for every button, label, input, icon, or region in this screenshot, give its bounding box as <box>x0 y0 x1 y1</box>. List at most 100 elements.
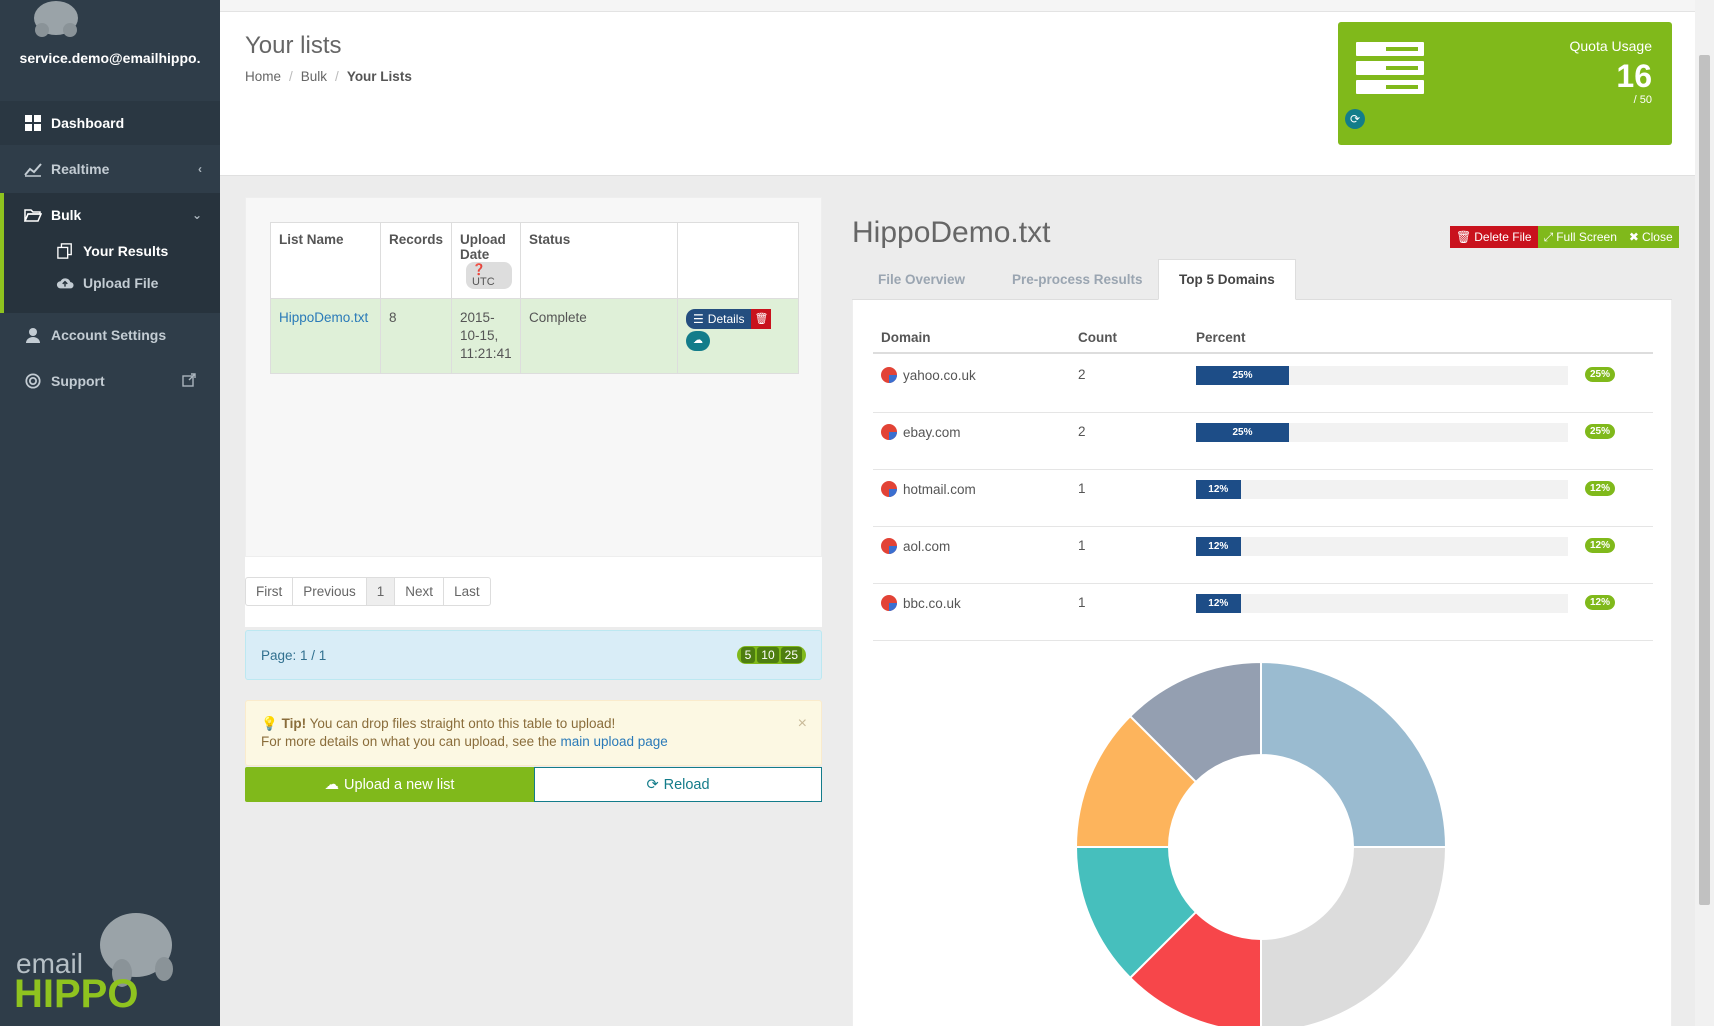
domain-name: ebay.com <box>903 424 961 440</box>
sidebar-item-support[interactable]: Support <box>0 359 220 403</box>
col-records[interactable]: Records <box>379 222 453 299</box>
percent-bar: 12% <box>1196 537 1568 556</box>
percent-badge: 12% <box>1585 595 1616 610</box>
details-button[interactable]: ☰ Details <box>686 309 752 329</box>
col-list-name[interactable]: List Name <box>270 222 381 299</box>
sidebar-item-realtime[interactable]: Realtime ‹ <box>0 147 220 191</box>
tab-file-overview[interactable]: File Overview <box>878 272 966 287</box>
favicon-icon <box>881 424 897 440</box>
trash-icon: 🗑 <box>1456 230 1472 244</box>
page-size-group: 5 10 25 <box>736 646 806 664</box>
tip-text-1: You can drop files straight onto this ta… <box>309 716 616 731</box>
percent-bar-fill: 12% <box>1196 480 1241 499</box>
refresh-icon: ⟳ <box>646 776 659 793</box>
upload-page-link[interactable]: main upload page <box>560 734 668 749</box>
sidebar-item-your-results[interactable]: Your Results <box>56 243 168 259</box>
percent-bar-fill: 25% <box>1196 366 1289 385</box>
col-domain: Domain <box>881 330 931 345</box>
domain-cell: yahoo.co.uk <box>881 367 976 383</box>
table-row: ebay.com 2 25% 25% <box>873 413 1653 470</box>
favicon-icon <box>881 367 897 383</box>
col-actions <box>677 222 799 299</box>
close-file-button[interactable]: ✖ Close <box>1622 226 1679 248</box>
tab-preprocess-results[interactable]: Pre-process Results <box>1012 272 1143 287</box>
sidebar-item-dashboard[interactable]: Dashboard <box>0 101 220 145</box>
dashboard-icon <box>25 115 41 131</box>
emailhippo-logo: email HIPPO <box>14 913 173 1015</box>
percent-bar-fill: 12% <box>1196 537 1241 556</box>
list-icon: ☰ <box>693 312 704 326</box>
external-link-icon <box>182 373 196 387</box>
pager-first[interactable]: First <box>246 578 294 605</box>
col-upload-date[interactable]: Upload Date ❓ UTC <box>451 222 522 299</box>
sidebar-item-label: Dashboard <box>51 115 125 131</box>
chevron-left-icon: ‹ <box>198 162 202 176</box>
sidebar-item-label: Your Results <box>83 243 169 259</box>
percent-bar-fill: 25% <box>1196 423 1289 442</box>
percent-badge: 25% <box>1585 367 1616 382</box>
page-scrollbar[interactable] <box>1695 0 1714 1026</box>
favicon-icon <box>881 481 897 497</box>
sidebar-item-label: Support <box>51 373 105 389</box>
server-icon <box>1356 42 1424 94</box>
fullscreen-button[interactable]: ⤢ Full Screen <box>1537 226 1623 248</box>
donut-slice-yahoo-co-uk[interactable] <box>1260 660 1448 848</box>
pagination: First Previous 1 Next Last <box>245 577 491 606</box>
domain-count: 2 <box>1078 367 1086 382</box>
lists-table: List Name Records Upload Date ❓ UTC Statu… <box>270 222 799 374</box>
close-icon[interactable]: × <box>797 715 807 732</box>
percent-badge: 12% <box>1585 481 1616 496</box>
scrollbar-thumb[interactable] <box>1699 55 1710 905</box>
donut-slice-ebay-com[interactable] <box>1260 846 1448 1026</box>
domain-count: 2 <box>1078 424 1086 439</box>
percent-badge: 12% <box>1585 538 1616 553</box>
records-value: 8 <box>379 298 453 374</box>
favicon-icon <box>881 595 897 611</box>
hippo-avatar-icon <box>34 1 78 37</box>
file-title: HippoDemo.txt <box>852 216 1051 249</box>
download-button[interactable]: ☁ <box>686 331 711 351</box>
refresh-icon[interactable]: ⟳ <box>1345 109 1365 129</box>
percent-bar: 12% <box>1196 594 1568 613</box>
breadcrumb-home[interactable]: Home <box>245 69 282 84</box>
sidebar: service.demo@emailhippo. Dashboard Realt… <box>0 0 220 1026</box>
tab-top-5-domains[interactable]: Top 5 Domains <box>1158 259 1296 300</box>
top-bar <box>220 0 1695 12</box>
page-size-5[interactable]: 5 <box>740 647 756 663</box>
status-value: Complete <box>520 298 679 374</box>
reload-button[interactable]: ⟳ Reload <box>534 767 822 802</box>
percent-badge: 25% <box>1585 424 1616 439</box>
pager-current[interactable]: 1 <box>366 578 396 605</box>
list-name-link[interactable]: HippoDemo.txt <box>279 310 369 325</box>
sidebar-item-upload-file[interactable]: Upload File <box>56 275 158 291</box>
lightbulb-icon: 💡 <box>261 716 278 731</box>
row-actions: ☰ Details 🗑 ☁ <box>677 298 799 374</box>
percent-bar: 25% <box>1196 423 1568 442</box>
user-icon <box>26 328 40 343</box>
table-row: bbc.co.uk 1 12% 12% <box>873 584 1653 641</box>
upload-list-button[interactable]: ☁ Upload a new list <box>245 767 534 802</box>
domain-count: 1 <box>1078 481 1086 496</box>
sidebar-item-bulk[interactable]: Bulk ⌄ <box>0 193 220 237</box>
pager-last[interactable]: Last <box>454 584 480 599</box>
close-icon: ✖ <box>1628 230 1639 244</box>
percent-bar: 25% <box>1196 366 1568 385</box>
page-size-10[interactable]: 10 <box>757 647 779 663</box>
table-row[interactable]: HippoDemo.txt 8 2015- 10-15, 11:21:41 Comp… <box>270 298 799 374</box>
delete-file-button[interactable]: 🗑 Delete File <box>1450 226 1538 248</box>
delete-row-button[interactable]: 🗑 <box>751 309 772 329</box>
sidebar-item-label: Realtime <box>51 161 110 177</box>
col-count: Count <box>1078 330 1117 345</box>
col-status[interactable]: Status <box>520 222 679 299</box>
pager-next[interactable]: Next <box>395 578 445 605</box>
donut-slice-other[interactable] <box>1128 660 1262 784</box>
utc-badge: ❓ UTC <box>466 262 513 289</box>
domain-name: yahoo.co.uk <box>903 367 976 383</box>
sidebar-item-account-settings[interactable]: Account Settings <box>0 313 220 357</box>
breadcrumb-bulk[interactable]: Bulk <box>300 69 328 84</box>
page-size-25[interactable]: 25 <box>780 647 802 663</box>
chevron-down-icon: ⌄ <box>191 208 202 222</box>
chart-line-icon <box>24 163 42 177</box>
col-percent: Percent <box>1196 330 1246 345</box>
pager-previous[interactable]: Previous <box>293 578 367 605</box>
